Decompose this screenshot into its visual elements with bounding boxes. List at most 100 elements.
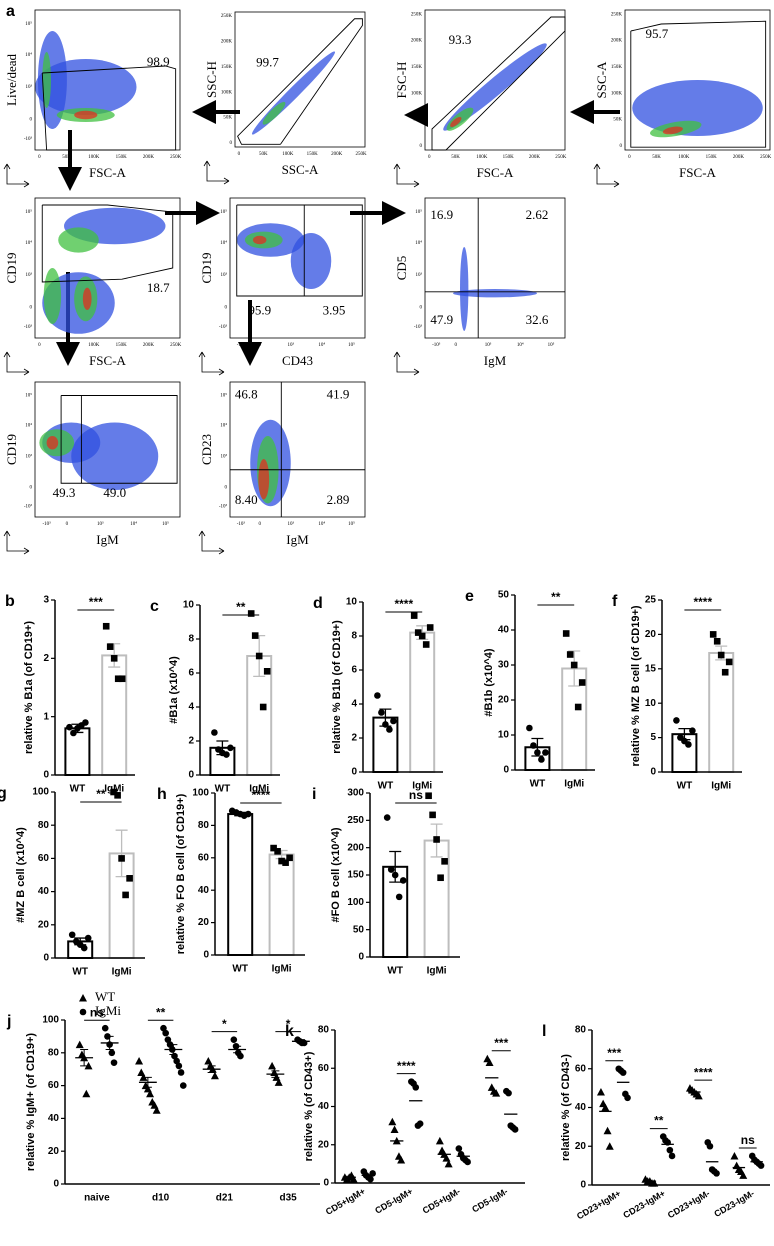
y-tick-label: 100K (221, 90, 233, 95)
x-tick-label: 250K (170, 343, 182, 348)
error-bar (80, 1049, 89, 1067)
density-cloud (58, 227, 99, 253)
y-tick-label: 150K (221, 65, 233, 70)
significance: *** (89, 595, 103, 609)
y-tick-label: 0 (620, 144, 623, 149)
gate-percent: 16.9 (430, 207, 453, 222)
plot-frame (424, 9, 566, 151)
y-tick-label: 0 (30, 117, 33, 122)
y-tick-label: 20 (198, 917, 210, 928)
gate (41, 204, 174, 283)
y-axis-label: CD5 (394, 256, 409, 281)
gate-percent: 95.7 (646, 26, 669, 41)
y-tick-label: 5 (650, 732, 656, 743)
data-point (386, 726, 393, 733)
data-point (255, 652, 263, 660)
x-tick-label: WT (70, 784, 86, 795)
data-point (84, 934, 92, 942)
y-tick-label: 10 (645, 698, 657, 709)
data-point (251, 632, 259, 639)
x-tick-label: IgMi (412, 781, 432, 792)
y-tick-label: 20 (48, 1146, 60, 1157)
gate-percent: 98.9 (147, 54, 170, 69)
data-point (399, 877, 407, 884)
x-tick-label: -10³ (43, 521, 52, 527)
data-point (118, 675, 126, 683)
panel-label: a (6, 3, 15, 20)
significance: ** (551, 590, 561, 604)
data-point (118, 855, 125, 862)
data-point (387, 866, 395, 873)
data-point (666, 1146, 674, 1154)
x-tick-label: 150K (116, 155, 128, 160)
x-tick-label: 10⁵ (348, 521, 355, 527)
data-point (505, 1089, 512, 1097)
y-axis-label: SSC-A (594, 61, 609, 98)
data-point (709, 631, 717, 638)
axis-arrows (393, 163, 420, 188)
data-point (706, 1142, 714, 1150)
y-tick-label: 0 (323, 1178, 329, 1189)
error-bar (296, 1039, 305, 1044)
panel-label: e (465, 588, 474, 605)
bar (268, 853, 295, 956)
axis-arrows (203, 160, 230, 185)
data-point (397, 1156, 406, 1164)
data-point (426, 624, 434, 631)
x-tick-label: 150K (116, 343, 128, 348)
data-point (114, 675, 122, 683)
y-tick-label: 60 (48, 1080, 60, 1091)
data-point (416, 1120, 424, 1128)
data-point (619, 1069, 627, 1076)
gate-percent: 41.9 (327, 386, 350, 401)
bar (101, 654, 128, 777)
data-point (685, 741, 692, 748)
y-axis-label: relative % FO B cell (of CD19+) (175, 793, 187, 954)
y-axis-label: relative % (of CD43-) (560, 1054, 572, 1161)
gate (630, 20, 767, 148)
y-axis-label: relative % MZ B cell (of CD19+) (630, 605, 642, 766)
y-axis-label: relative % (of CD43+) (303, 1051, 315, 1161)
panel-label: f (612, 593, 618, 610)
gate (237, 18, 363, 145)
y-tick-label: 150 (347, 870, 364, 881)
data-point (492, 1089, 501, 1097)
x-tick-label: IgMi (711, 781, 731, 792)
data-point (278, 857, 285, 865)
y-tick-label: 100 (32, 787, 49, 798)
x-tick-label: d10 (152, 1193, 170, 1204)
x-axis-label: FSC-A (89, 353, 126, 368)
y-tick-label: 200K (411, 39, 423, 44)
y-tick-label: 250K (411, 12, 423, 17)
gate-percent: 32.6 (526, 312, 549, 327)
axis-arrows (3, 351, 30, 376)
data-point (383, 814, 391, 821)
x-tick-label: 0 (428, 155, 431, 160)
gate-percent: 46.8 (235, 386, 258, 401)
y-axis-label: CD19 (4, 252, 19, 283)
y-tick-label: 40 (575, 1102, 587, 1113)
y-tick-label: 0 (650, 767, 656, 778)
y-tick-label: 15 (645, 663, 657, 674)
x-tick-label: naive (84, 1193, 110, 1204)
y-tick-label: 60 (38, 853, 50, 864)
y-tick-label: 40 (198, 885, 210, 896)
x-tick-label: IgMi (249, 784, 269, 795)
x-tick-label: -10³ (432, 342, 441, 348)
x-tick-label: 10⁴ (318, 342, 325, 348)
bar (423, 839, 450, 958)
y-tick-label: 0 (43, 770, 49, 781)
significance: **** (252, 788, 271, 802)
x-tick-label: 50K (259, 152, 268, 157)
data-point (79, 994, 87, 1002)
y-tick-label: 0 (30, 305, 33, 310)
x-tick-label: 150K (307, 152, 319, 157)
x-tick-label: 0 (258, 343, 261, 348)
error-bar (568, 650, 581, 687)
y-tick-label: 10 (183, 600, 195, 611)
panel-label: l (542, 1023, 546, 1040)
data-point (605, 1142, 614, 1150)
y-tick-label: 10³ (26, 272, 33, 278)
x-axis-label: IgM (96, 532, 119, 547)
y-tick-label: 2 (351, 733, 357, 744)
